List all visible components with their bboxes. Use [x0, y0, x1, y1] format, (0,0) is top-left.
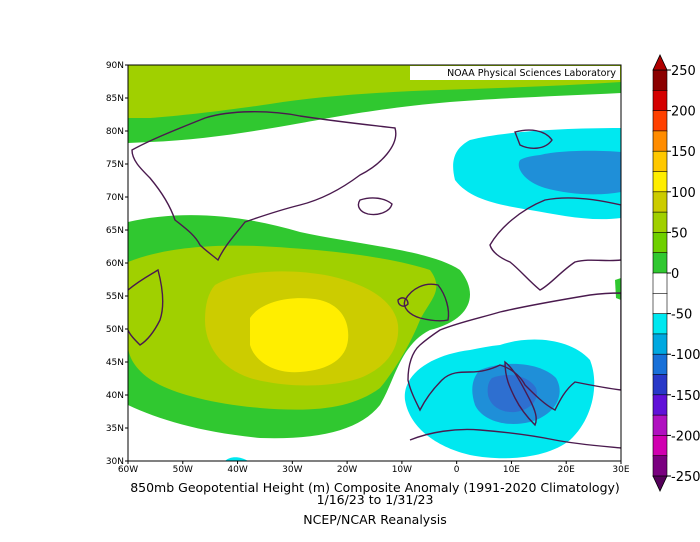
- x-tick-label: 30E: [612, 465, 629, 475]
- colorbar-swatch: [652, 69, 668, 92]
- colorbar-label: -50: [671, 308, 692, 323]
- colorbar-swatch: [652, 272, 668, 295]
- colorbar-swatch: [652, 252, 668, 274]
- y-tick-label: 65N: [106, 226, 124, 236]
- colorbar-swatch: [652, 211, 668, 234]
- colorbar-label: 250: [671, 64, 696, 79]
- tiny-negative: [225, 457, 248, 461]
- colorbar-label: -100: [671, 348, 700, 363]
- colorbar-swatch: [652, 414, 668, 437]
- colorbar-label: 100: [671, 186, 696, 201]
- colorbar-swatch: [652, 313, 668, 335]
- colorbar-label: -200: [671, 429, 700, 444]
- y-tick-label: 90N: [106, 61, 124, 71]
- colorbar-top-arrow: [652, 54, 668, 71]
- barents-trough-100: [518, 150, 621, 195]
- credit-text: NOAA Physical Sciences Laboratory: [447, 68, 616, 79]
- caption-line2: 1/16/23 to 1/31/23: [316, 492, 434, 507]
- caption-line1: 850mb Geopotential Height (m) Composite …: [130, 480, 620, 495]
- caption-line3: NCEP/NCAR Reanalysis: [303, 512, 447, 527]
- y-tick-label: 70N: [106, 193, 124, 203]
- colorbar-swatch: [652, 374, 668, 396]
- colorbar-swatch: [652, 110, 668, 132]
- x-tick-label: 60W: [118, 465, 138, 475]
- colorbar-swatch: [652, 353, 668, 376]
- colorbar-swatch: [652, 455, 668, 477]
- colorbar-swatch: [652, 191, 668, 213]
- coastlines: [128, 111, 621, 449]
- credit-box: [410, 66, 620, 80]
- colorbar-swatch: [652, 394, 668, 416]
- colorbar-swatch: [652, 90, 668, 112]
- colorbar-swatch: [652, 435, 668, 457]
- y-tick-label: 85N: [106, 94, 124, 104]
- colorbar-swatch: [652, 333, 668, 355]
- colorbar-label: -150: [671, 389, 700, 404]
- x-tick-label: 20W: [337, 465, 357, 475]
- colorbar-label: 150: [671, 145, 696, 160]
- x-tick-label: 20E: [558, 465, 575, 475]
- colorbar: 250 200 150 100 50 0 -50 -100 -150 -200 -250: [652, 54, 700, 492]
- y-tick-label: 50N: [106, 325, 124, 335]
- colorbar-swatch: [652, 232, 668, 254]
- y-tick-label: 60N: [106, 259, 124, 269]
- colorbar-swatch: [652, 171, 668, 193]
- axes: 60W 50W 40W 30W 20W 10W 0 10E 20E 30E 90N 85N 80N 75N…: [106, 61, 630, 475]
- x-tick-label: 10E: [503, 465, 520, 475]
- atlantic-ridge-200: [250, 298, 349, 373]
- y-tick-label: 75N: [106, 160, 124, 170]
- x-tick-label: 10W: [392, 465, 412, 475]
- y-tick-label: 45N: [106, 358, 124, 368]
- y-tick-label: 80N: [106, 127, 124, 137]
- colorbar-label: 200: [671, 105, 696, 120]
- y-tick-label: 30N: [106, 457, 124, 467]
- iberia-speck: [615, 278, 621, 300]
- colorbar-swatch: [652, 130, 668, 152]
- x-tick-label: 40W: [227, 465, 247, 475]
- colorbar-label: 50: [671, 226, 688, 241]
- colorbar-label: 0: [671, 267, 679, 282]
- y-tick-label: 55N: [106, 292, 124, 302]
- y-tick-label: 35N: [106, 424, 124, 434]
- x-tick-label: 0: [454, 465, 460, 475]
- colorbar-bottom-arrow: [652, 475, 668, 492]
- y-tick-label: 40N: [106, 391, 124, 401]
- x-tick-label: 50W: [173, 465, 193, 475]
- colorbar-label: -250: [671, 470, 700, 485]
- x-tick-label: 30W: [282, 465, 302, 475]
- colorbar-swatch: [652, 292, 668, 315]
- colorbar-swatch: [652, 150, 668, 173]
